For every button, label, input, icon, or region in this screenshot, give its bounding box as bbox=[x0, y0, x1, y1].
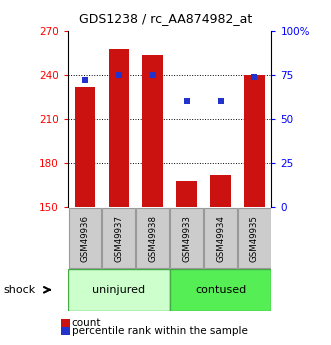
Text: percentile rank within the sample: percentile rank within the sample bbox=[72, 326, 248, 336]
Bar bbox=[75, 87, 95, 207]
Text: GSM49937: GSM49937 bbox=[114, 215, 123, 262]
Point bbox=[116, 72, 121, 78]
FancyBboxPatch shape bbox=[103, 208, 135, 268]
Point bbox=[82, 78, 87, 83]
Text: GDS1238 / rc_AA874982_at: GDS1238 / rc_AA874982_at bbox=[79, 12, 252, 25]
Text: shock: shock bbox=[3, 285, 35, 295]
Bar bbox=[61, 319, 70, 327]
Text: count: count bbox=[72, 318, 101, 328]
Point bbox=[252, 74, 257, 80]
Point bbox=[218, 99, 223, 104]
FancyBboxPatch shape bbox=[69, 208, 101, 268]
FancyBboxPatch shape bbox=[136, 208, 169, 268]
Point bbox=[150, 72, 155, 78]
Bar bbox=[176, 181, 197, 207]
Bar bbox=[61, 327, 70, 335]
Text: GSM49936: GSM49936 bbox=[80, 215, 89, 262]
FancyBboxPatch shape bbox=[170, 208, 203, 268]
Text: GSM49938: GSM49938 bbox=[148, 215, 157, 262]
Bar bbox=[211, 175, 231, 207]
FancyBboxPatch shape bbox=[238, 208, 271, 268]
Bar bbox=[142, 55, 163, 207]
Bar bbox=[244, 75, 264, 207]
FancyBboxPatch shape bbox=[68, 269, 169, 310]
FancyBboxPatch shape bbox=[169, 269, 271, 310]
Text: GSM49933: GSM49933 bbox=[182, 215, 191, 262]
Bar bbox=[109, 49, 129, 207]
FancyBboxPatch shape bbox=[204, 208, 237, 268]
Text: GSM49934: GSM49934 bbox=[216, 215, 225, 262]
Text: GSM49935: GSM49935 bbox=[250, 215, 259, 262]
Text: contused: contused bbox=[195, 285, 246, 295]
Text: uninjured: uninjured bbox=[92, 285, 145, 295]
Point bbox=[184, 99, 189, 104]
